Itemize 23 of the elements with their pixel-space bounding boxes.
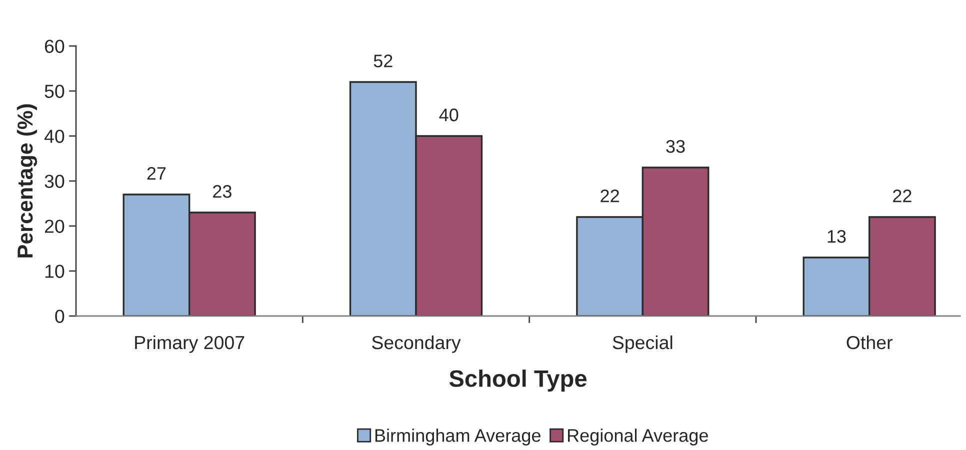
x-tick-label: Special (612, 335, 672, 353)
x-tick-label: Primary 2007 (135, 335, 244, 353)
y-tick-label: 60 (44, 40, 64, 53)
legend-label: Birmingham Average (375, 428, 540, 446)
data-label: 22 (600, 190, 619, 202)
data-label: 23 (213, 185, 232, 198)
y-tick-label: 40 (44, 130, 64, 143)
data-label: 52 (374, 54, 392, 68)
x-tick-label: Secondary (372, 335, 461, 353)
data-label: 22 (893, 190, 912, 202)
y-tick-label: 10 (45, 264, 64, 278)
x-axis-title: School Type (449, 370, 587, 392)
data-label: 33 (666, 140, 685, 153)
y-tick-label: 20 (44, 220, 64, 233)
y-tick-label: 30 (44, 174, 64, 188)
y-tick-label: 0 (55, 310, 64, 323)
legend-label: Regional Average (568, 428, 708, 446)
y-tick-label: 50 (44, 84, 64, 98)
data-label: 40 (439, 108, 458, 122)
data-label: 13 (828, 230, 846, 243)
data-label: 27 (147, 167, 166, 180)
y-axis-title: Percentage (%) (16, 104, 38, 258)
x-tick-label: Other (846, 335, 892, 350)
